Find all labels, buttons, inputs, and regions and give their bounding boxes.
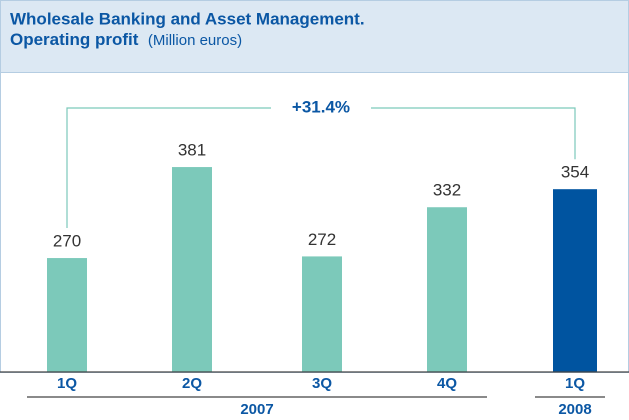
value-label: 270 [53,232,81,251]
bar [47,258,87,372]
bar [172,167,212,372]
x-tick-label: 4Q [437,375,457,392]
bar [302,256,342,372]
value-label: 381 [178,141,206,160]
annotation: +31.4% [292,97,350,116]
value-label: 332 [433,181,461,200]
bar [553,189,597,372]
bar [427,207,467,372]
group-label: 2007 [240,401,273,418]
group-label: 2008 [558,401,591,418]
x-tick-label: 1Q [565,375,585,392]
value-label: 272 [308,230,336,249]
x-tick-label: 3Q [312,375,332,392]
title-box [0,0,629,73]
chart-title: Wholesale Banking and Asset Management. [10,9,365,28]
x-tick-label: 1Q [57,375,77,392]
x-tick-label: 2Q [182,375,202,392]
chart-subtitle: Operating profit [10,30,139,49]
chart-subtitle-line: Operating profit (Million euros) [10,30,242,49]
chart-unit: (Million euros) [148,32,242,49]
value-label: 354 [561,163,589,182]
annotation-bracket [66,107,576,229]
